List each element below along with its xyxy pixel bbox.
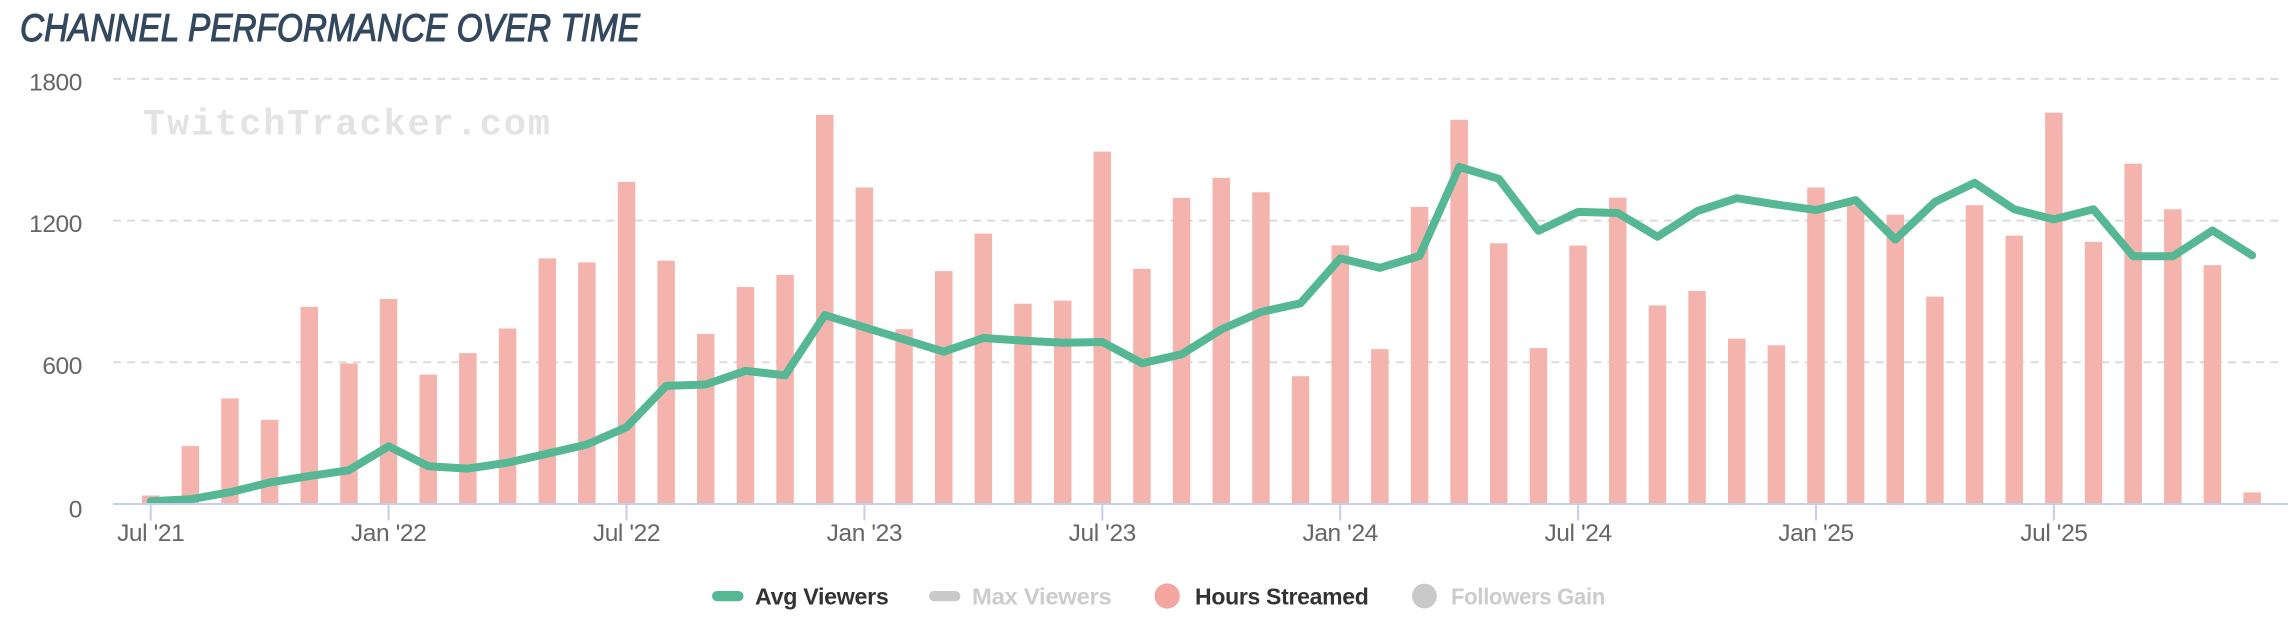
- svg-text:Jul '24: Jul '24: [1544, 520, 1611, 547]
- svg-text:Followers Gain: Followers Gain: [1451, 583, 1605, 609]
- svg-text:TwitchTracker.com: TwitchTracker.com: [143, 105, 550, 147]
- svg-text:0: 0: [69, 497, 82, 524]
- svg-text:Jan '24: Jan '24: [1302, 520, 1377, 547]
- svg-text:600: 600: [42, 353, 82, 380]
- svg-text:Jan '22: Jan '22: [351, 520, 426, 547]
- svg-text:1800: 1800: [29, 69, 82, 96]
- svg-text:Max Viewers: Max Viewers: [972, 583, 1112, 609]
- svg-text:Jan '25: Jan '25: [1778, 520, 1853, 547]
- svg-text:Avg Viewers: Avg Viewers: [755, 583, 889, 609]
- svg-text:Jul '21: Jul '21: [117, 520, 184, 547]
- svg-text:Hours Streamed: Hours Streamed: [1195, 583, 1369, 609]
- svg-text:Jul '22: Jul '22: [593, 520, 660, 547]
- svg-text:Jan '23: Jan '23: [827, 520, 902, 547]
- svg-text:Jul '23: Jul '23: [1069, 520, 1136, 547]
- svg-text:Jul '25: Jul '25: [2020, 520, 2087, 547]
- svg-text:1200: 1200: [29, 211, 82, 238]
- svg-text:CHANNEL PERFORMANCE OVER TIME: CHANNEL PERFORMANCE OVER TIME: [20, 7, 641, 50]
